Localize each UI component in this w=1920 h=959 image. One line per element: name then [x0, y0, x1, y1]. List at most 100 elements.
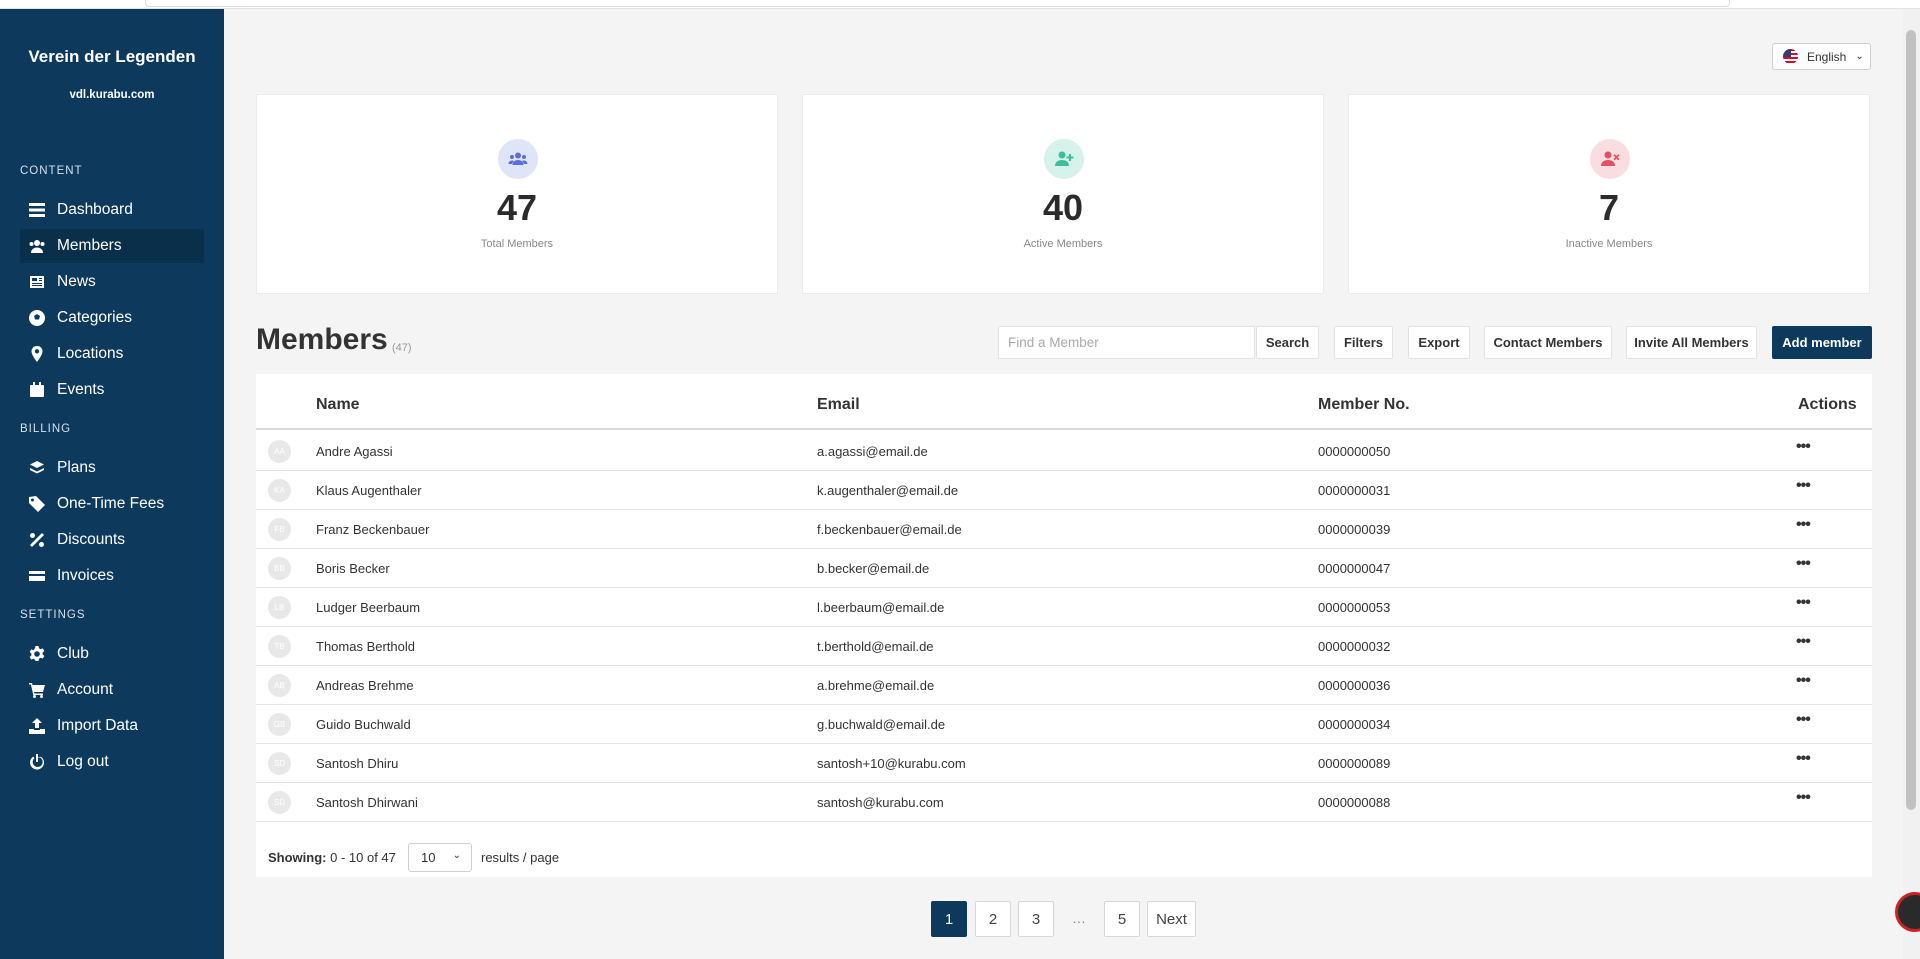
member-name[interactable]: Boris Becker [316, 561, 390, 576]
avatar: GB [268, 713, 291, 736]
credit-card-icon [28, 567, 46, 585]
table-row[interactable]: LB Ludger Beerbaum l.beerbaum@email.de 0000… [256, 588, 1872, 627]
inactive-members-value: 7 [1598, 187, 1620, 228]
table-row[interactable]: KA Klaus Augenthaler k.augenthaler@email.d… [256, 471, 1872, 510]
member-email: a.agassi@email.de [817, 444, 928, 459]
sidebar-item-discounts[interactable]: Discounts [20, 523, 204, 557]
gear-icon [28, 645, 46, 663]
row-actions-menu-icon[interactable]: ••• [1796, 711, 1811, 728]
column-header-name[interactable]: Name [316, 396, 360, 413]
member-number: 0000000050 [1318, 444, 1391, 459]
member-name[interactable]: Thomas Berthold [316, 639, 415, 654]
total-members-value: 47 [496, 187, 538, 228]
power-icon [28, 753, 46, 771]
table-row[interactable]: FB Franz Beckenbauer f.beckenbauer@email.d… [256, 510, 1872, 549]
members-table: Name Email Member No. Actions AA Andre Ag… [256, 374, 1872, 877]
newspaper-icon [28, 273, 46, 291]
invite-all-members-button[interactable]: Invite All Members [1626, 326, 1757, 359]
member-number: 0000000031 [1318, 483, 1391, 498]
member-number: 0000000053 [1318, 600, 1391, 615]
avatar: AA [268, 440, 291, 463]
us-flag-icon [1783, 49, 1798, 64]
table-row[interactable]: SD Santosh Dhirwani santosh@kurabu.com 0000… [256, 783, 1872, 822]
sidebar-item-dashboard[interactable]: Dashboard [20, 193, 204, 227]
upload-icon [28, 717, 46, 735]
per-page-select[interactable]: 10 ⌄ [408, 843, 472, 872]
search-button[interactable]: Search [1256, 326, 1319, 359]
table-row[interactable]: AB Andreas Brehme a.brehme@email.de 0000000… [256, 666, 1872, 705]
active-members-value: 40 [1042, 187, 1084, 228]
avatar: SD [268, 791, 291, 814]
member-name[interactable]: Klaus Augenthaler [316, 483, 422, 498]
row-actions-menu-icon[interactable]: ••• [1796, 477, 1811, 494]
stat-card-inactive: 7 Inactive Members [1348, 94, 1870, 294]
language-label: English [1807, 49, 1847, 64]
chat-widget-icon[interactable] [1895, 892, 1920, 932]
row-actions-menu-icon[interactable]: ••• [1796, 633, 1811, 650]
member-number: 0000000034 [1318, 717, 1391, 732]
row-actions-menu-icon[interactable]: ••• [1796, 594, 1811, 611]
sidebar-item-log-out[interactable]: Log out [20, 745, 204, 779]
next-page-button[interactable]: Next [1147, 901, 1196, 937]
total-members-label: Total Members [480, 238, 554, 250]
table-row[interactable]: GB Guido Buchwald g.buchwald@email.de 00000… [256, 705, 1872, 744]
avatar: KA [268, 479, 291, 502]
sidebar-item-events[interactable]: Events [20, 373, 204, 407]
page-button-3[interactable]: 3 [1018, 901, 1054, 937]
sidebar-item-invoices[interactable]: Invoices [20, 559, 204, 593]
member-email: g.buchwald@email.de [817, 717, 946, 732]
column-header-member-no[interactable]: Member No. [1318, 396, 1410, 413]
sidebar-item-club[interactable]: Club [20, 637, 204, 671]
table-row[interactable]: AA Andre Agassi a.agassi@email.de 000000005… [256, 432, 1872, 471]
sidebar-item-account[interactable]: Account [20, 673, 204, 707]
member-name[interactable]: Andreas Brehme [316, 678, 414, 693]
filters-button[interactable]: Filters [1334, 326, 1393, 359]
row-actions-menu-icon[interactable]: ••• [1796, 750, 1811, 767]
member-name[interactable]: Santosh Dhiru [316, 756, 399, 771]
sidebar-item-label: Members [57, 237, 122, 254]
sidebar-item-label: Categories [57, 309, 132, 326]
sidebar-item-locations[interactable]: Locations [20, 337, 204, 371]
sidebar: Verein der Legenden vdl.kurabu.com CONTE… [0, 0, 224, 959]
row-actions-menu-icon[interactable]: ••• [1796, 789, 1811, 806]
scrollbar-thumb[interactable] [1906, 30, 1916, 810]
row-actions-menu-icon[interactable]: ••• [1796, 555, 1811, 572]
row-actions-menu-icon[interactable]: ••• [1796, 438, 1811, 455]
address-bar[interactable] [145, 0, 1730, 7]
member-name[interactable]: Ludger Beerbaum [316, 600, 421, 615]
sidebar-item-news[interactable]: News [20, 265, 204, 299]
export-button[interactable]: Export [1408, 326, 1470, 359]
contact-members-button[interactable]: Contact Members [1484, 326, 1612, 359]
sidebar-item-label: Invoices [57, 567, 114, 584]
active-members-label: Active Members [1023, 238, 1103, 250]
table-row[interactable]: TB Thomas Berthold t.berthold@email.de 0000… [256, 627, 1872, 666]
sidebar-item-members[interactable]: Members [20, 229, 204, 263]
row-actions-menu-icon[interactable]: ••• [1796, 672, 1811, 689]
member-name[interactable]: Andre Agassi [316, 444, 393, 459]
member-name[interactable]: Santosh Dhirwani [316, 795, 418, 810]
sidebar-item-label: Discounts [57, 531, 126, 548]
avatar: TB [268, 635, 291, 658]
table-row[interactable]: BB Boris Becker b.becker@email.de 000000004… [256, 549, 1872, 588]
table-row[interactable]: SD Santosh Dhiru santosh+10@kurabu.com 0000… [256, 744, 1872, 783]
showing-label: Showing: [268, 850, 327, 865]
member-email: a.brehme@email.de [817, 678, 935, 693]
page-button-2[interactable]: 2 [975, 901, 1011, 937]
sidebar-item-one-time-fees[interactable]: One-Time Fees [20, 487, 204, 521]
search-input[interactable] [998, 326, 1255, 359]
member-name[interactable]: Guido Buchwald [316, 717, 411, 732]
avatar: SD [268, 752, 291, 775]
sidebar-item-label: News [57, 273, 96, 290]
member-name[interactable]: Franz Beckenbauer [316, 522, 430, 537]
row-actions-menu-icon[interactable]: ••• [1796, 516, 1811, 533]
page-button-5[interactable]: 5 [1104, 901, 1140, 937]
sidebar-item-categories[interactable]: Categories [20, 301, 204, 335]
column-header-email[interactable]: Email [817, 396, 860, 413]
avatar: BB [268, 557, 291, 580]
sidebar-item-plans[interactable]: Plans [20, 451, 204, 485]
page-button-1[interactable]: 1 [931, 901, 967, 937]
showing-info: Showing: 0 - 10 of 47 [268, 850, 396, 865]
language-select[interactable]: English ⌄ [1772, 43, 1871, 70]
add-member-button[interactable]: Add member [1772, 326, 1872, 359]
sidebar-item-import-data[interactable]: Import Data [20, 709, 204, 743]
